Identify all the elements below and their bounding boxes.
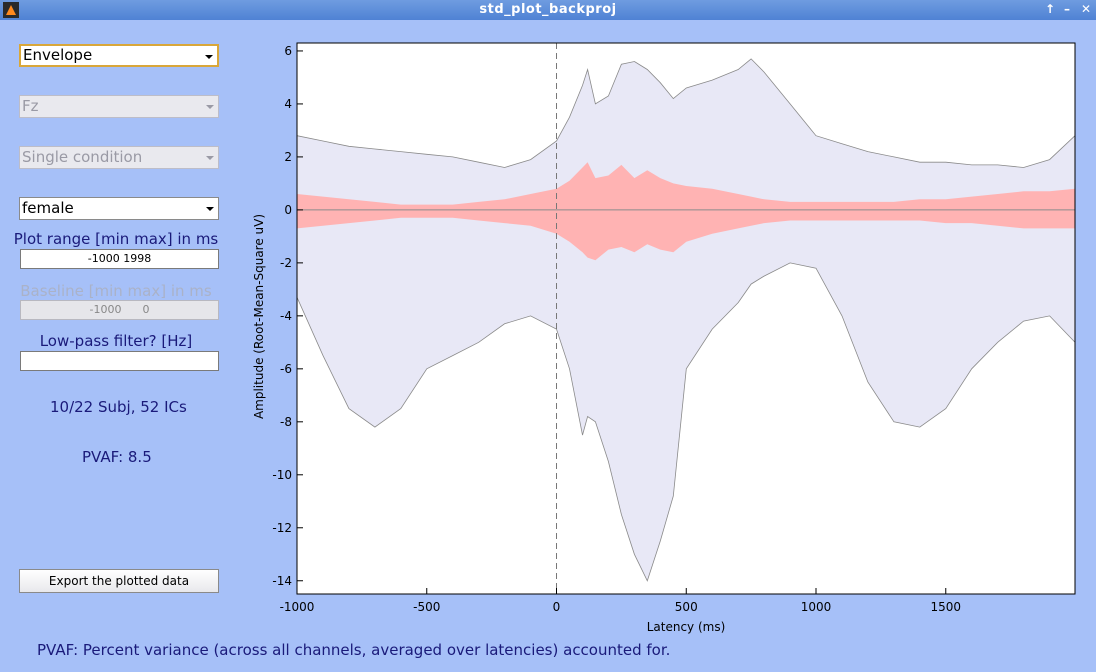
y-tick-label: -4: [280, 309, 292, 323]
pvaf-footnote: PVAF: Percent variance (across all chann…: [37, 641, 671, 659]
y-tick-label: 4: [284, 97, 292, 111]
matlab-icon: [3, 2, 19, 18]
x-tick-label: 1000: [801, 600, 832, 614]
group-select-value: female: [22, 199, 74, 217]
x-axis-label: Latency (ms): [647, 620, 726, 634]
plot-range-input[interactable]: -1000 1998: [20, 249, 219, 269]
y-tick-label: -10: [272, 468, 292, 482]
x-tick-label: -500: [413, 600, 440, 614]
close-icon[interactable]: ✕: [1081, 2, 1092, 16]
y-tick-label: 0: [284, 203, 292, 217]
y-tick-label: -2: [280, 256, 292, 270]
maximize-icon[interactable]: ↑: [1045, 2, 1056, 16]
chevron-down-icon: [205, 55, 213, 59]
minimize-icon[interactable]: –: [1064, 2, 1070, 16]
lowpass-input[interactable]: [20, 351, 219, 371]
condition-select: Single condition: [19, 146, 219, 169]
measure-select-value: Envelope: [23, 46, 93, 64]
x-tick-label: 1500: [930, 600, 961, 614]
chevron-down-icon: [206, 156, 214, 160]
measure-select[interactable]: Envelope: [19, 44, 219, 67]
export-button[interactable]: Export the plotted data: [19, 569, 219, 593]
series-2-area: [297, 162, 1075, 261]
x-tick-label: -1000: [280, 600, 315, 614]
y-tick-label: -6: [280, 362, 292, 376]
channel-select: Fz: [19, 95, 219, 118]
y-tick-label: 6: [284, 44, 292, 58]
window-titlebar: std_plot_backproj ↑ – ✕: [0, 0, 1096, 20]
y-tick-label: -12: [272, 521, 292, 535]
channel-select-value: Fz: [22, 97, 39, 115]
plot-range-label: Plot range [min max] in ms: [13, 230, 219, 248]
window-title: std_plot_backproj: [479, 2, 617, 17]
subject-info: 10/22 Subj, 52 ICs: [50, 398, 187, 416]
baseline-label: Baseline [min max] in ms: [20, 282, 212, 300]
x-tick-label: 0: [553, 600, 561, 614]
pvaf-info: PVAF: 8.5: [82, 448, 152, 466]
y-tick-label: -14: [272, 574, 292, 588]
y-tick-label: -8: [280, 415, 292, 429]
chevron-down-icon: [206, 207, 214, 211]
x-tick-label: 500: [675, 600, 698, 614]
group-select[interactable]: female: [19, 197, 219, 220]
lowpass-label: Low-pass filter? [Hz]: [39, 332, 193, 350]
y-axis-label: Amplitude (Root-Mean-Square uV): [252, 214, 266, 419]
baseline-input: -1000 0: [20, 300, 219, 320]
y-tick-label: 2: [284, 150, 292, 164]
condition-select-value: Single condition: [22, 148, 143, 166]
chevron-down-icon: [206, 105, 214, 109]
